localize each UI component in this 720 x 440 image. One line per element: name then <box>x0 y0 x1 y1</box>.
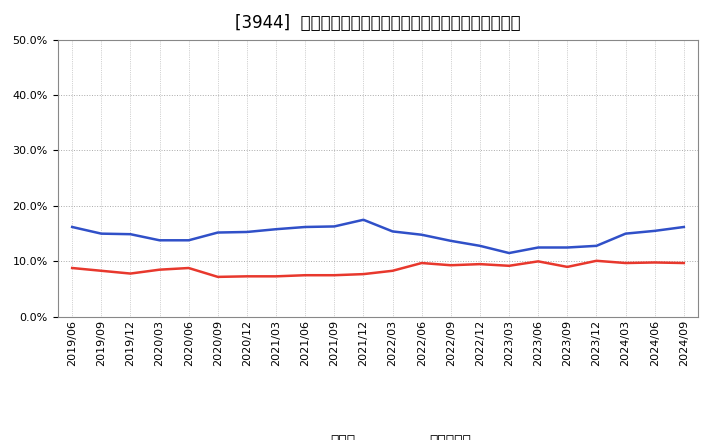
Legend: 現須金, 有利子負債: 現須金, 有利子負債 <box>279 429 477 440</box>
Title: [3944]  現須金、有利子負債の総資産に対する比率の推移: [3944] 現須金、有利子負債の総資産に対する比率の推移 <box>235 15 521 33</box>
